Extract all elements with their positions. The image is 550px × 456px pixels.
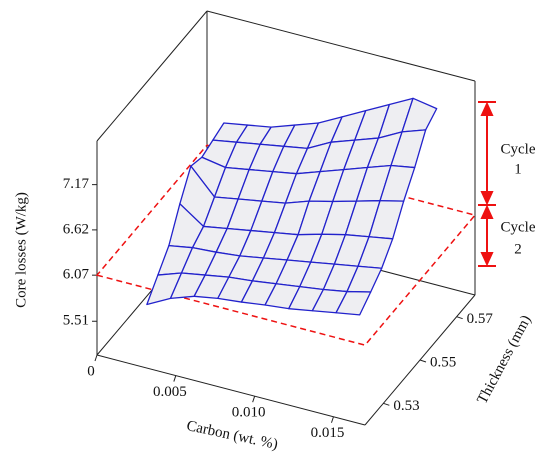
x-tick: [94, 354, 98, 362]
y-tick-label: 0.55: [430, 354, 456, 370]
y-tick: [419, 359, 427, 363]
x-tick-label: 0.010: [232, 405, 266, 421]
z-tick-label: 7.17: [63, 176, 90, 192]
box-edge: [96, 354, 366, 426]
x-tick: [252, 396, 256, 403]
annotation: 2: [514, 241, 522, 257]
y-tick: [456, 316, 463, 320]
cycle-arrows: [478, 101, 496, 267]
x-axis-label: Carbon (wt. %): [185, 418, 279, 453]
box-edge: [206, 10, 476, 82]
annotation: Cycle: [501, 141, 536, 157]
annotation: 1: [514, 161, 522, 177]
z-tick-label: 6.07: [63, 267, 90, 283]
reference-plane: [95, 144, 477, 347]
z-tick-label: 6.62: [63, 221, 89, 237]
box-edge: [96, 10, 208, 142]
arrow-head: [480, 252, 494, 267]
z-tick-label: 5.51: [63, 313, 89, 329]
surface: [146, 97, 438, 316]
arrow-head: [480, 204, 494, 219]
surface-cell: [335, 290, 372, 316]
x-tick: [173, 375, 177, 382]
arrow-head: [480, 101, 494, 116]
x-tick-label: 0.005: [153, 384, 187, 400]
annotation: Cycle: [501, 219, 536, 235]
y-tick-label: 0.57: [467, 311, 494, 327]
y-tick-label: 0.53: [393, 398, 419, 414]
x-tick-label: 0.015: [311, 425, 345, 441]
x-tick: [330, 416, 334, 423]
y-tick: [383, 402, 390, 406]
z-axis-label: Core losses (W/kg): [13, 192, 29, 308]
arrow-head: [480, 191, 494, 206]
x-tick-label: 0: [87, 363, 95, 379]
